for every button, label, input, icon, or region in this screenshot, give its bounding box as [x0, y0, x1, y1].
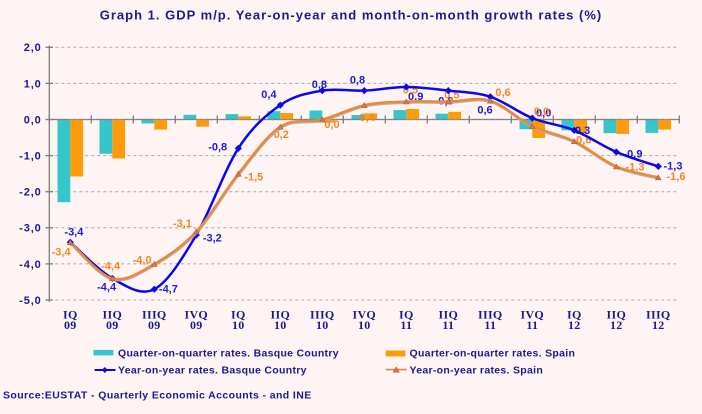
svg-text:-2,0: -2,0 — [19, 187, 42, 199]
svg-text:10: 10 — [358, 318, 371, 332]
svg-text:IVQ: IVQ — [185, 308, 209, 322]
svg-text:09: 09 — [64, 318, 77, 332]
svg-text:-0,8: -0,8 — [208, 142, 227, 154]
svg-text:-5,0: -5,0 — [19, 295, 42, 307]
svg-text:0,4: 0,4 — [359, 112, 375, 124]
svg-text:IIQ: IIQ — [271, 308, 291, 322]
svg-text:09: 09 — [190, 318, 203, 332]
svg-text:IVQ: IVQ — [521, 308, 545, 322]
svg-text:-4,4: -4,4 — [97, 282, 117, 294]
svg-text:0,0: 0,0 — [24, 114, 42, 126]
svg-text:11: 11 — [400, 318, 412, 332]
svg-text:IIQ: IIQ — [607, 308, 627, 322]
svg-text:IQ: IQ — [399, 308, 414, 322]
svg-text:09: 09 — [106, 318, 119, 332]
svg-text:IVQ: IVQ — [353, 308, 377, 322]
svg-text:Source:EUSTAT - Quarterly Econ: Source:EUSTAT - Quarterly Economic Accou… — [3, 389, 312, 401]
svg-text:IIIQ: IIIQ — [646, 308, 671, 322]
svg-text:IIQ: IIQ — [103, 308, 123, 322]
svg-text:-4,7: -4,7 — [159, 283, 178, 295]
svg-text:IQ: IQ — [231, 308, 246, 322]
svg-text:-0,3: -0,3 — [571, 125, 590, 137]
svg-text:11: 11 — [442, 318, 454, 332]
svg-text:0,0: 0,0 — [536, 108, 551, 120]
svg-text:Graph 1. GDP m/p. Year-on-year: Graph 1. GDP m/p. Year-on-year and month… — [100, 8, 603, 23]
svg-text:-1,6: -1,6 — [667, 171, 686, 183]
svg-text:IQ: IQ — [567, 308, 582, 322]
svg-text:IIIQ: IIIQ — [142, 308, 167, 322]
svg-text:09: 09 — [148, 318, 161, 332]
svg-text:0,6: 0,6 — [495, 87, 510, 99]
svg-text:-4,0: -4,0 — [19, 259, 42, 271]
svg-text:-4,0: -4,0 — [133, 255, 152, 267]
svg-text:-4,4: -4,4 — [101, 261, 121, 273]
svg-text:-3,2: -3,2 — [203, 233, 222, 245]
svg-text:0,0: 0,0 — [324, 119, 339, 131]
svg-text:10: 10 — [232, 318, 245, 332]
svg-text:0,0: 0,0 — [534, 106, 549, 118]
svg-text:Quarter-on-quarter rates. Spai: Quarter-on-quarter rates. Spain — [410, 348, 576, 360]
svg-text:IIIQ: IIIQ — [310, 308, 335, 322]
svg-text:0,8: 0,8 — [312, 79, 327, 91]
svg-text:0,4: 0,4 — [261, 89, 277, 101]
svg-text:0,8: 0,8 — [350, 74, 365, 86]
svg-text:IIIQ: IIIQ — [478, 308, 503, 322]
svg-text:2,0: 2,0 — [24, 42, 42, 54]
svg-text:-3,4: -3,4 — [52, 247, 72, 259]
svg-text:Quarter-on-quarter rates. Basq: Quarter-on-quarter rates. Basque Country — [118, 348, 339, 360]
svg-text:-3,1: -3,1 — [173, 218, 192, 230]
svg-text:11: 11 — [484, 318, 496, 332]
svg-text:Year-on-year rates. Basque Cou: Year-on-year rates. Basque Country — [118, 365, 307, 377]
svg-text:12: 12 — [568, 318, 581, 332]
svg-text:10: 10 — [316, 318, 329, 332]
svg-text:11: 11 — [526, 318, 538, 332]
svg-text:-3,0: -3,0 — [19, 223, 42, 235]
svg-text:-1,0: -1,0 — [19, 151, 42, 163]
svg-text:1,0: 1,0 — [24, 78, 42, 90]
svg-text:IQ: IQ — [63, 308, 78, 322]
svg-text:0,6: 0,6 — [477, 104, 492, 116]
svg-text:10: 10 — [274, 318, 287, 332]
svg-text:12: 12 — [610, 318, 623, 332]
svg-text:Year-on-year rates. Spain: Year-on-year rates. Spain — [410, 365, 544, 377]
svg-text:12: 12 — [652, 318, 665, 332]
svg-text:-1,3: -1,3 — [664, 161, 683, 173]
svg-text:-1,5: -1,5 — [244, 172, 263, 184]
svg-text:-3,4: -3,4 — [64, 227, 84, 239]
svg-text:IIQ: IIQ — [439, 308, 459, 322]
